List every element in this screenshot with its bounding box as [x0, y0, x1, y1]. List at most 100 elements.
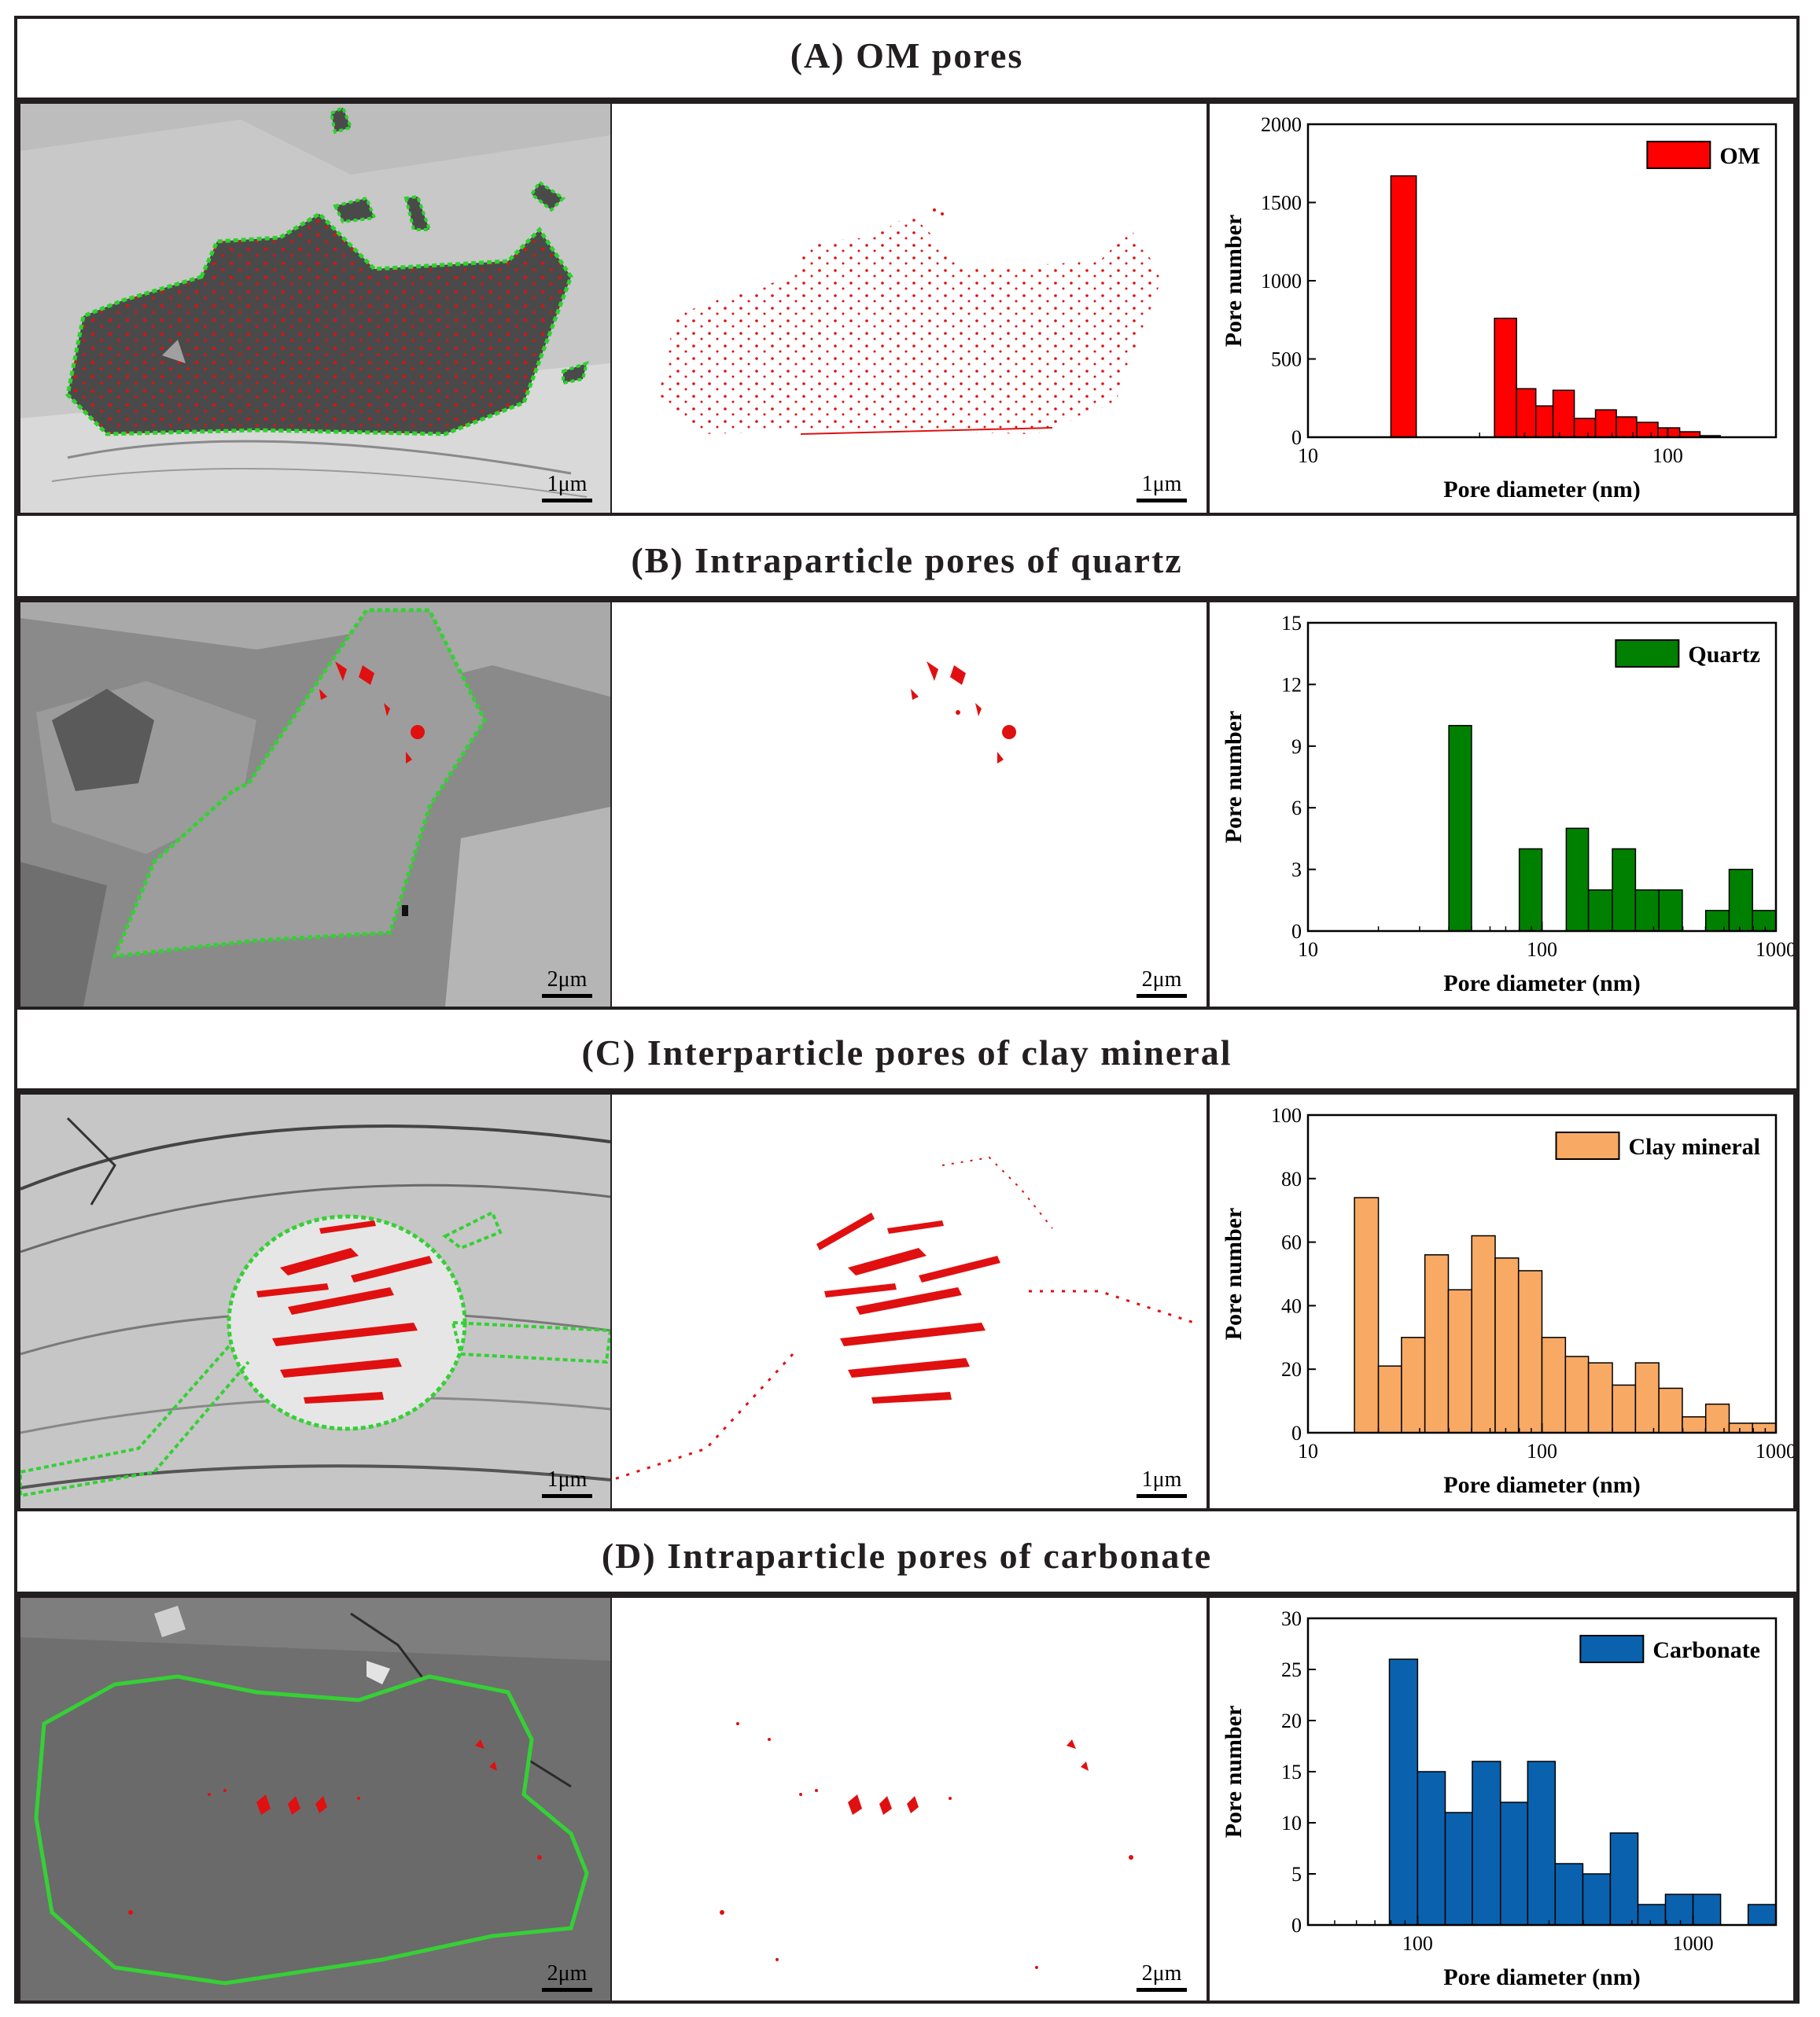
scale-bar-quartz-sem: 2μm	[532, 967, 602, 998]
histogram-bar	[1516, 388, 1537, 438]
y-tick-label: 15	[1281, 1761, 1302, 1783]
row-d-separator	[17, 1592, 1796, 1595]
row-c-title: (C) Interparticle pores of clay mineral	[581, 1032, 1232, 1073]
legend-swatch	[1555, 1132, 1620, 1160]
legend-swatch	[1579, 1635, 1645, 1663]
histogram-bar	[1634, 1362, 1660, 1434]
histogram-bar	[1612, 848, 1637, 932]
histogram-bar	[1472, 1761, 1501, 1926]
histogram-om: 0 500 1000 1500 2000 10 100 Pore diameter (nm) P…	[1207, 101, 1796, 516]
histogram-bar	[1609, 1832, 1639, 1926]
x-tick-label: 1000	[1756, 1440, 1793, 1463]
scale-bar-om-sem: 1μm	[532, 472, 602, 502]
sem-image-om	[17, 101, 613, 516]
x-tick-label: 100	[1527, 938, 1557, 961]
y-tick-label: 12	[1281, 673, 1302, 696]
y-tick-label: 100	[1271, 1104, 1302, 1127]
y-tick-label: 9	[1291, 735, 1302, 758]
histogram-bar	[1565, 827, 1590, 932]
plot-frame	[1306, 123, 1778, 439]
pore-map-clay	[612, 1091, 1208, 1511]
histogram-bar	[1657, 427, 1681, 438]
scale-bar-carbonate-sem: 2μm	[532, 1961, 602, 1992]
histogram-bar	[1728, 1423, 1753, 1434]
y-tick-label: 20	[1281, 1710, 1302, 1732]
y-tick-label: 1000	[1261, 270, 1302, 293]
scale-label: 1μm	[1141, 1467, 1182, 1492]
legend-swatch	[1615, 639, 1680, 668]
y-tick-label: 80	[1281, 1168, 1302, 1191]
scale-bar-clay-map: 1μm	[1126, 1467, 1197, 1498]
histogram-quartz: 0 3 6 9 12 15 10 100 1000 Pore diameter (nm) Pore …	[1207, 599, 1796, 1010]
legend-label: Clay mineral	[1629, 1134, 1760, 1160]
x-tick-label: 100	[1402, 1932, 1433, 1955]
row-a-separator	[17, 98, 1796, 101]
legend-label: Quartz	[1688, 642, 1760, 668]
scale-label: 2μm	[547, 967, 588, 992]
histogram-bar	[1417, 1771, 1446, 1926]
histogram-bar	[1634, 889, 1660, 932]
histogram-bar	[1616, 416, 1638, 438]
histogram-bar	[1728, 868, 1753, 932]
histogram-bar	[1494, 318, 1517, 438]
x-axis-label: Pore diameter (nm)	[1443, 477, 1640, 502]
histogram-bar	[1444, 1812, 1473, 1926]
histogram-bar	[1587, 889, 1613, 932]
pore-map-quartz	[612, 599, 1208, 1010]
histogram-clay: 0 20 40 60 80 100 10 100 1000 Pore diameter (nm) P…	[1207, 1091, 1796, 1511]
histogram-bar	[1424, 1254, 1450, 1434]
y-tick-label: 25	[1281, 1658, 1302, 1681]
histogram-bar	[1594, 409, 1617, 438]
scale-label: 1μm	[547, 1467, 588, 1492]
x-tick-label: 100	[1527, 1440, 1557, 1463]
x-tick-label: 10	[1298, 444, 1318, 467]
x-axis-label: Pore diameter (nm)	[1443, 970, 1640, 996]
legend-swatch	[1646, 141, 1711, 169]
histogram-bar	[1401, 1337, 1426, 1434]
sem-image-quartz	[17, 599, 613, 1010]
row-b-title: (B) Intraparticle pores of quartz	[631, 540, 1183, 580]
histogram-bar	[1377, 1365, 1402, 1434]
histogram-bar	[1447, 1289, 1472, 1434]
y-tick-label: 30	[1281, 1607, 1302, 1630]
y-tick-label: 1500	[1261, 192, 1302, 215]
scale-label: 1μm	[547, 472, 588, 496]
y-tick-label: 3	[1291, 859, 1302, 882]
scale-bar-om-map: 1μm	[1126, 472, 1197, 502]
y-tick-label: 0	[1291, 1422, 1302, 1445]
histogram-bar	[1517, 1270, 1543, 1434]
scale-bar-clay-sem: 1μm	[532, 1467, 602, 1498]
histogram-bar	[1664, 1894, 1694, 1926]
histogram-bar	[1752, 910, 1777, 932]
histogram-bar	[1541, 1337, 1567, 1434]
histogram-bar	[1527, 1761, 1557, 1926]
y-tick-label: 5	[1291, 1863, 1302, 1886]
scale-bar-carbonate-map: 2μm	[1126, 1961, 1197, 1992]
histogram-bar	[1612, 1384, 1637, 1434]
histogram-carbonate: 0 5 10 15 20 25 30 100 1000 Pore diameter (nm) Por…	[1207, 1595, 1796, 2004]
legend-label: Carbonate	[1652, 1637, 1760, 1663]
x-tick-label: 10	[1298, 938, 1318, 961]
pore-map-carbonate	[612, 1595, 1208, 2004]
histogram-bar	[1448, 724, 1472, 932]
x-tick-label: 10	[1298, 1440, 1318, 1463]
x-tick-label: 100	[1652, 444, 1683, 467]
row-d-title: (D) Intraparticle pores of carbonate	[601, 1536, 1213, 1576]
scale-label: 2μm	[1141, 967, 1182, 992]
y-tick-label: 10	[1281, 1812, 1302, 1835]
scale-bar-quartz-map: 2μm	[1126, 967, 1197, 998]
histogram-bar	[1564, 1356, 1590, 1434]
histogram-bar	[1534, 405, 1554, 438]
row-a-title: (A) OM pores	[790, 35, 1024, 75]
histogram-bar	[1682, 1416, 1707, 1434]
histogram-bar	[1573, 418, 1597, 438]
y-tick-label: 500	[1271, 348, 1302, 371]
y-axis-label: Pore number	[1221, 711, 1247, 844]
sem-image-clay	[17, 1091, 613, 1511]
histogram-bar	[1658, 1387, 1683, 1434]
x-tick-label: 1000	[1673, 1932, 1714, 1955]
histogram-bar	[1582, 1873, 1612, 1926]
y-tick-label: 0	[1291, 1914, 1302, 1937]
x-axis-label: Pore diameter (nm)	[1443, 1472, 1640, 1498]
histogram-bar	[1587, 1362, 1613, 1434]
